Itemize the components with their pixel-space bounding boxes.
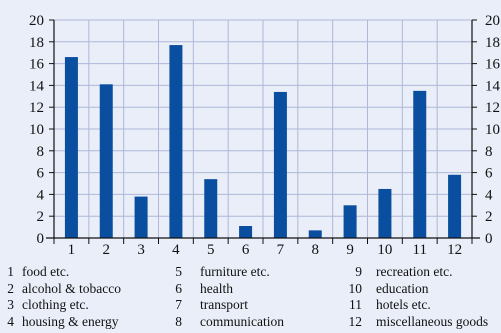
y-tick-label-left: 8 <box>37 144 45 160</box>
y-tick-label-left: 6 <box>37 166 45 182</box>
legend-label: alcohol & tobacco <box>22 280 121 296</box>
bar-12 <box>448 174 462 238</box>
legend-number: 4 <box>7 313 14 329</box>
y-tick-label-right: 14 <box>485 78 501 94</box>
legend-number: 9 <box>355 264 362 279</box>
bar-10 <box>378 188 392 238</box>
legend-item-8: 8 communication <box>168 314 284 329</box>
legend-item-3: 3 clothing etc. <box>0 297 89 312</box>
legend-item-1: 1 food etc. <box>0 264 69 279</box>
bar-6 <box>239 226 253 238</box>
x-tick-label-3: 3 <box>137 242 145 258</box>
legend-label: food etc. <box>22 264 70 279</box>
y-tick-label-right: 18 <box>485 35 500 51</box>
bar-11 <box>413 90 427 238</box>
x-tick-label-8: 8 <box>312 242 320 258</box>
legend-label: transport <box>200 297 248 312</box>
bar-chart: 0 0 2 2 4 4 6 6 8 8 10 10 12 12 14 14 16 16 18 18 20 20 1 2 3 4 5 6… <box>29 13 501 258</box>
y-tick-label-left: 10 <box>29 122 44 138</box>
legend-label: education <box>376 280 429 296</box>
legend-number: 8 <box>175 313 182 329</box>
legend-number: 7 <box>175 297 182 312</box>
x-tick-label-5: 5 <box>207 242 215 258</box>
bar-4 <box>169 45 183 238</box>
x-tick-label-9: 9 <box>346 242 354 258</box>
y-tick-label-right: 12 <box>485 100 500 116</box>
legend-label: clothing etc. <box>22 297 89 312</box>
bar-1 <box>64 57 78 239</box>
bar-8 <box>308 230 322 238</box>
x-tick-label-11: 11 <box>413 242 427 258</box>
legend-number: 6 <box>175 280 182 296</box>
legend-label: health <box>200 280 233 296</box>
y-tick-label-right: 6 <box>485 166 493 182</box>
bar-3 <box>134 196 148 238</box>
y-tick-label-left: 20 <box>29 13 44 29</box>
y-tick-label-right: 10 <box>485 122 500 138</box>
x-tick-label-7: 7 <box>277 242 285 258</box>
y-tick-label-left: 0 <box>37 231 45 247</box>
x-tick-label-12: 12 <box>447 242 462 258</box>
legend-item-10: 10 education <box>340 280 429 296</box>
legend-label: miscellaneous goods <box>376 313 489 329</box>
legend-item-2: 2 alcohol & tobacco <box>0 281 121 296</box>
x-tick-label-1: 1 <box>68 242 76 258</box>
legend-item-11: 11 hotels etc. <box>340 297 431 312</box>
y-tick-label-left: 18 <box>29 35 44 51</box>
y-tick-label-right: 16 <box>485 57 501 73</box>
y-tick-label-right: 20 <box>485 13 500 29</box>
legend-number: 2 <box>7 280 14 296</box>
y-tick-label-right: 2 <box>485 209 493 225</box>
legend-number: 12 <box>348 313 363 329</box>
category-legend: 1 food etc. 2 alcohol & tobacco 3 clothing et… <box>0 262 501 333</box>
legend-label: housing & energy <box>22 313 119 329</box>
y-tick-label-left: 16 <box>29 57 45 73</box>
legend-item-9: 9 recreation etc. <box>340 264 452 279</box>
x-tick-label-4: 4 <box>172 242 180 258</box>
y-tick-label-right: 8 <box>485 144 493 160</box>
y-tick-label-left: 14 <box>29 78 45 94</box>
y-tick-label-left: 2 <box>37 209 45 225</box>
bar-7 <box>273 91 287 238</box>
legend-item-7: 7 transport <box>168 297 248 312</box>
legend-number: 11 <box>349 297 362 312</box>
bar-5 <box>204 179 218 238</box>
legend-label: hotels etc. <box>376 297 431 312</box>
legend-number: 5 <box>175 264 182 279</box>
y-tick-label-left: 12 <box>29 100 44 116</box>
bar-2 <box>99 84 113 238</box>
legend-item-6: 6 health <box>168 281 233 296</box>
bar-9 <box>343 205 357 238</box>
legend-item-5: 5 furniture etc. <box>168 264 270 279</box>
legend-item-12: 12 miscellaneous goods <box>340 313 489 329</box>
legend-label: communication <box>200 313 284 329</box>
legend-number: 10 <box>348 280 363 296</box>
x-tick-label-10: 10 <box>377 242 392 258</box>
legend-number: 3 <box>7 297 14 312</box>
legend-label: recreation etc. <box>376 264 453 279</box>
y-tick-label-right: 4 <box>485 187 493 203</box>
x-tick-label-6: 6 <box>242 242 250 258</box>
legend-label: furniture etc. <box>200 264 270 279</box>
legend-number: 1 <box>7 264 14 279</box>
x-tick-label-2: 2 <box>103 242 111 258</box>
legend-item-4: 4 housing & energy <box>0 313 119 329</box>
y-tick-label-right: 0 <box>485 231 493 247</box>
y-tick-label-left: 4 <box>37 187 45 203</box>
